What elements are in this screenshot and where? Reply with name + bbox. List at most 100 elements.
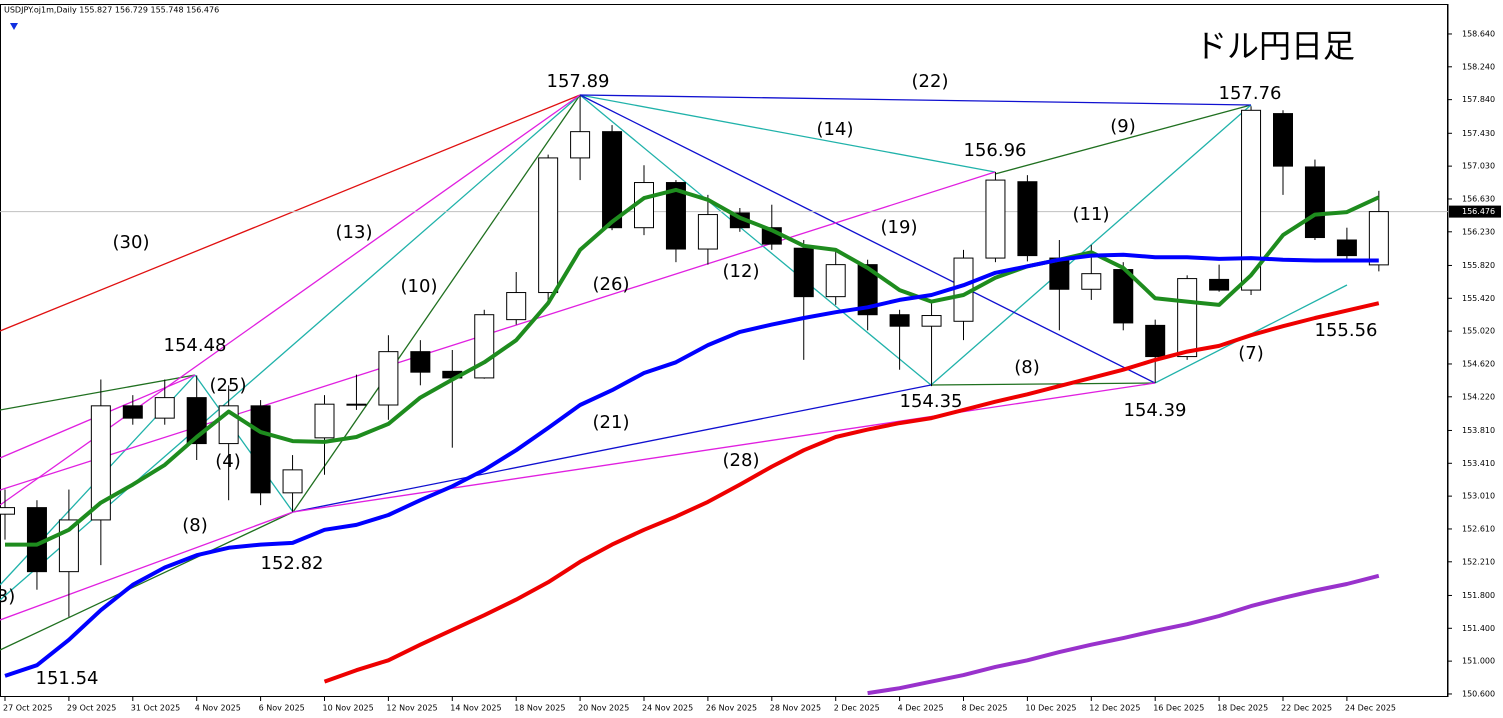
trend-line	[0, 171, 996, 491]
annotation: 157.76	[1219, 83, 1282, 104]
trend-line	[292, 384, 932, 513]
annotation: 154.39	[1124, 400, 1187, 421]
plot-area	[0, 95, 1448, 696]
annotation: (4)	[215, 451, 241, 472]
candle-body	[857, 264, 878, 316]
x-tick-label: 8 Dec 2025	[962, 704, 1008, 713]
candle-body	[602, 131, 623, 229]
candle-body	[1241, 109, 1262, 291]
y-tick-label: 154.620	[1462, 359, 1495, 368]
x-tick-label: 18 Dec 2025	[1217, 704, 1268, 713]
y-tick-label: 155.820	[1462, 261, 1495, 270]
annotation: 3)	[0, 586, 15, 607]
trend-line	[194, 374, 294, 513]
annotation: (26)	[593, 274, 630, 295]
moving-average-line	[5, 187, 1380, 547]
y-tick-label: 152.210	[1462, 557, 1495, 566]
y-tick-label: 157.840	[1462, 95, 1495, 104]
trend-line	[930, 382, 1156, 386]
candle-body	[1177, 278, 1198, 358]
y-tick-label: 156.630	[1462, 194, 1495, 203]
trend-line	[0, 511, 294, 621]
annotation: (19)	[881, 217, 918, 238]
y-tick-label: 151.400	[1462, 624, 1495, 633]
x-tick-label: 31 Oct 2025	[131, 704, 180, 713]
x-tick-label: 12 Dec 2025	[1089, 704, 1140, 713]
candle-body	[506, 292, 527, 321]
candle-body	[825, 264, 846, 298]
y-tick-label: 156.230	[1462, 227, 1495, 236]
candle-body	[1017, 181, 1038, 257]
candle-body	[1209, 278, 1230, 291]
y-tick-label: 151.000	[1462, 657, 1495, 666]
candle-body	[154, 397, 175, 419]
candle-body	[1145, 324, 1166, 358]
y-tick-label: 153.010	[1462, 492, 1495, 501]
price-label: 156.476	[1462, 207, 1495, 216]
x-tick-label: 28 Nov 2025	[770, 704, 821, 713]
trend-line	[292, 382, 1156, 513]
annotation: (21)	[593, 412, 630, 433]
x-tick-label: 10 Nov 2025	[323, 704, 374, 713]
x-tick-label: 27 Oct 2025	[3, 704, 52, 713]
x-tick-label: 26 Nov 2025	[706, 704, 757, 713]
x-tick-label: 2 Dec 2025	[834, 704, 880, 713]
annotation: (12)	[723, 261, 760, 282]
y-tick-label: 150.600	[1462, 689, 1495, 698]
y-tick-label: 153.810	[1462, 426, 1495, 435]
y-tick-label: 155.020	[1462, 327, 1495, 336]
annotation: (14)	[817, 119, 854, 140]
trend-line	[579, 94, 996, 173]
x-tick-label: 16 Dec 2025	[1153, 704, 1204, 713]
candle-body	[570, 131, 591, 159]
candle-body	[1304, 166, 1325, 239]
candle-body	[793, 247, 814, 298]
x-tick-label: 24 Nov 2025	[642, 704, 693, 713]
candle-body	[90, 405, 111, 521]
annotation: (22)	[912, 71, 949, 92]
moving-average-line	[867, 573, 1380, 696]
annotation: (7)	[1238, 343, 1264, 364]
annotation: (11)	[1073, 204, 1110, 225]
candle-body	[1081, 273, 1102, 290]
y-tick-label: 152.610	[1462, 524, 1495, 533]
chart-header: USDJPY.oj1m,Daily 155.827 156.729 155.74…	[4, 6, 219, 15]
annotation: (28)	[723, 450, 760, 471]
moving-average-line	[323, 301, 1380, 684]
candle-body	[0, 507, 15, 515]
candle-body	[538, 157, 559, 294]
annotation: (9)	[1110, 116, 1136, 137]
candle-body	[346, 403, 367, 406]
trend-line	[579, 94, 932, 386]
annotation: 155.56	[1315, 320, 1378, 341]
candle-body	[250, 405, 271, 494]
y-tick-label: 157.430	[1462, 129, 1495, 138]
x-tick-label: 20 Nov 2025	[578, 704, 629, 713]
x-tick-label: 4 Dec 2025	[898, 704, 944, 713]
x-tick-label: 24 Dec 2025	[1345, 704, 1396, 713]
candle-body	[122, 405, 143, 419]
y-tick-label: 151.800	[1462, 591, 1495, 600]
annotation: (8)	[182, 515, 208, 536]
y-tick-label: 158.240	[1462, 62, 1495, 71]
annotation: 157.89	[547, 71, 610, 92]
y-tick-label: 153.410	[1462, 459, 1495, 468]
y-tick-label: 154.220	[1462, 392, 1495, 401]
candle-body	[282, 469, 303, 494]
annotation: (10)	[401, 276, 438, 297]
y-tick-label: 158.640	[1462, 29, 1495, 38]
candle-body	[1336, 239, 1357, 257]
candle-body	[1113, 269, 1134, 324]
candle-body	[314, 403, 335, 439]
candle-body	[474, 314, 495, 379]
candle-body	[410, 351, 431, 373]
x-tick-label: 29 Oct 2025	[67, 704, 116, 713]
chart-title: ドル円日足	[1195, 27, 1355, 65]
annotation: (30)	[113, 232, 150, 253]
annotation: 156.96	[964, 140, 1027, 161]
trend-line	[579, 94, 1156, 384]
annotation: (13)	[336, 222, 373, 243]
x-tick-label: 18 Nov 2025	[514, 704, 565, 713]
